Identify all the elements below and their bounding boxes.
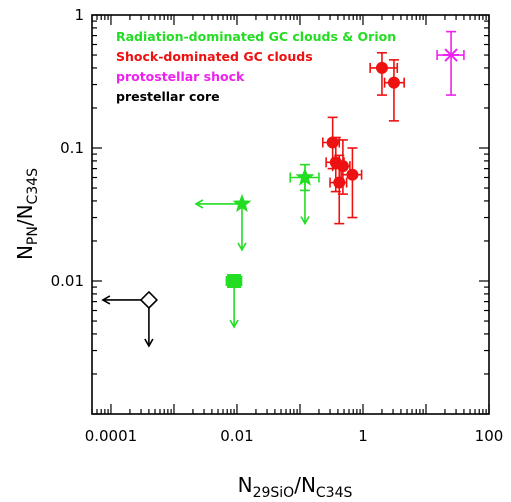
y-axis-title-sub2: C34S xyxy=(25,168,41,205)
series-3 xyxy=(101,290,159,348)
legend-entry-1: Shock-dominated GC clouds xyxy=(116,49,313,64)
circle-marker xyxy=(387,76,400,89)
y-axis-title: NPN/NC34S xyxy=(13,168,41,260)
upper-limit-arrow-y-head xyxy=(144,338,154,348)
data-point xyxy=(436,30,465,96)
x-tick-label: 100 xyxy=(475,427,504,445)
y-axis-title-main2: N xyxy=(13,204,37,219)
axes: 0.0001 0.01 1 100 0.01 0.1 1 xyxy=(51,6,504,445)
x-tick-label: 0.01 xyxy=(220,427,253,445)
y-tick-label: 0.1 xyxy=(60,139,84,157)
data-point xyxy=(225,274,243,329)
circle-marker xyxy=(333,176,346,189)
upper-limit-arrow-x-head xyxy=(101,295,111,305)
circle-marker xyxy=(326,136,339,149)
x-axis-title-sub2: C34S xyxy=(316,485,353,501)
x-axis-title-main: N xyxy=(238,473,253,497)
x-axis-title-sep: / xyxy=(294,473,301,497)
y-axis-title-sep: / xyxy=(13,219,37,226)
upper-limit-arrow-x-head xyxy=(194,199,204,209)
upper-limit-arrow-y-head xyxy=(300,216,310,226)
circle-marker xyxy=(346,168,359,181)
series-2 xyxy=(436,30,465,96)
x-tick-label: 0.0001 xyxy=(85,427,138,445)
square-marker xyxy=(227,274,242,288)
data-marks xyxy=(101,30,465,348)
y-tick-label: 1 xyxy=(74,6,84,24)
x-axis-title-sub: 29SiO xyxy=(253,485,295,501)
data-point xyxy=(369,51,399,96)
y-tick-label: 0.01 xyxy=(51,272,84,290)
data-point xyxy=(194,193,252,252)
data-point xyxy=(329,154,348,225)
legend-entry-3: prestellar core xyxy=(116,89,220,104)
data-point xyxy=(340,147,363,219)
star-marker xyxy=(232,193,252,212)
y-axis-title-main: N xyxy=(13,245,37,260)
x-axis-title-main2: N xyxy=(301,473,316,497)
data-point xyxy=(383,59,405,122)
upper-limit-arrow-y-head xyxy=(229,319,239,329)
x-tick-label: 1 xyxy=(358,427,368,445)
diamond-marker xyxy=(139,290,159,310)
y-axis-title-sub: PN xyxy=(25,226,41,245)
data-point xyxy=(101,290,159,348)
circle-marker xyxy=(375,61,388,74)
series-1 xyxy=(321,51,405,225)
legend-entry-0: Radiation-dominated GC clouds & Orion xyxy=(116,29,396,44)
data-point xyxy=(289,163,320,226)
star-marker xyxy=(295,167,315,186)
x-axis-title: N29SiO/NC34S xyxy=(238,473,353,501)
upper-limit-arrow-y-head xyxy=(237,242,247,252)
legend-entry-2: protostellar shock xyxy=(116,69,245,84)
series-0 xyxy=(194,163,320,329)
legend: Radiation-dominated GC clouds & Orion Sho… xyxy=(116,29,396,104)
